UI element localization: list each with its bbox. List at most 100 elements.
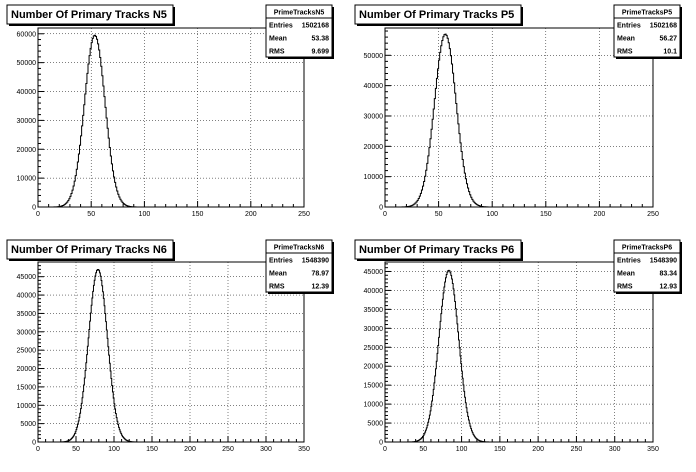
plot-frame	[384, 27, 654, 208]
stats-rms-value: 12.93	[659, 283, 677, 290]
title-box	[354, 4, 522, 25]
x-tick-label: 150	[540, 211, 552, 218]
x-tick-label: 50	[87, 211, 95, 218]
stats-mean-label: Mean	[269, 270, 287, 277]
stats-box	[265, 4, 333, 58]
y-tick-label: 10000	[364, 402, 384, 409]
x-tick-label: 0	[36, 211, 40, 218]
stats-name: PrimeTracksN6	[274, 244, 325, 251]
y-tick-label: 50000	[364, 53, 384, 60]
y-tick-label: 0	[32, 440, 36, 447]
x-tick-label: 50	[435, 211, 443, 218]
stats-entries-value: 1502168	[302, 22, 329, 29]
y-tick-label: 15000	[17, 384, 37, 391]
y-tick-label: 20000	[17, 147, 37, 154]
y-tick-label: 10000	[17, 176, 37, 183]
chart-title: Number Of Primary Tracks N5	[11, 9, 167, 21]
stats-mean-value: 53.38	[311, 35, 329, 42]
chart-title: Number Of Primary Tracks N6	[11, 244, 167, 256]
x-tick-label: 150	[494, 446, 506, 453]
x-tick-label: 350	[647, 446, 659, 453]
y-tick-label: 25000	[17, 348, 37, 355]
stats-name: PrimeTracksP5	[622, 9, 672, 16]
histogram-curve	[38, 268, 304, 443]
stats-entries-label: Entries	[617, 22, 641, 29]
title-box	[6, 239, 174, 260]
x-tick-label: 250	[222, 446, 234, 453]
y-tick-label: 40000	[364, 83, 384, 90]
x-tick-label: 350	[298, 446, 310, 453]
stats-rms-value: 9.699	[311, 48, 329, 55]
stats-entries-label: Entries	[617, 257, 641, 264]
x-tick-label: 200	[245, 211, 257, 218]
x-tick-label: 150	[146, 446, 158, 453]
x-tick-label: 250	[647, 211, 659, 218]
stats-rms-value: 10.1	[663, 48, 677, 55]
stats-entries-label: Entries	[269, 257, 293, 264]
y-tick-label: 5000	[20, 421, 36, 428]
chart-panel-3: 0 50 100 150 200 250 300 350 0 5000 10000 15000 2000…	[6, 239, 334, 453]
stats-box	[265, 239, 333, 293]
stats-entries-value: 1548390	[650, 257, 677, 264]
histogram-curve	[385, 33, 653, 208]
stats-entries-value: 1502168	[650, 22, 677, 29]
chart-panel-4: 0 50 100 150 200 250 300 350 0 5000 10000 15000 2000…	[354, 239, 682, 453]
stats-box	[613, 4, 681, 58]
x-tick-label: 200	[594, 211, 606, 218]
chart-panel-1: 0 50 100 150 200 250 0 10000 20000 30000 40000 5000…	[6, 4, 334, 218]
stats-rms-label: RMS	[269, 48, 285, 55]
y-tick-label: 0	[379, 440, 383, 447]
x-tick-label: 200	[184, 446, 196, 453]
stats-name: PrimeTracksP6	[622, 244, 672, 251]
y-tick-label: 40000	[17, 293, 37, 300]
y-tick-label: 45000	[364, 269, 384, 276]
y-tick-label: 45000	[17, 274, 37, 281]
y-tick-label: 10000	[364, 174, 384, 181]
stats-mean-value: 56.27	[659, 35, 677, 42]
y-tick-label: 30000	[364, 326, 384, 333]
x-tick-label: 50	[419, 446, 427, 453]
chart-panel-2: 0 50 100 150 200 250 0 10000 20000 30000 40000 5000…	[354, 4, 682, 218]
x-tick-label: 200	[532, 446, 544, 453]
y-tick-label: 40000	[17, 89, 37, 96]
y-tick-label: 60000	[17, 31, 37, 38]
plot-frame	[384, 261, 654, 443]
x-tick-label: 50	[72, 446, 80, 453]
y-tick-label: 0	[379, 205, 383, 212]
stats-box	[613, 239, 681, 293]
y-tick-label: 40000	[364, 288, 384, 295]
chart-title: Number Of Primary Tracks P6	[359, 244, 514, 256]
stats-entries-value: 1548390	[302, 257, 329, 264]
x-tick-label: 300	[260, 446, 272, 453]
y-tick-label: 30000	[17, 329, 37, 336]
x-tick-label: 0	[383, 211, 387, 218]
plot-frame	[37, 27, 305, 208]
stats-rms-label: RMS	[617, 48, 633, 55]
y-tick-label: 5000	[367, 421, 383, 428]
x-tick-label: 150	[192, 211, 204, 218]
x-tick-label: 0	[36, 446, 40, 453]
y-tick-label: 35000	[364, 307, 384, 314]
y-tick-label: 30000	[364, 113, 384, 120]
y-tick-label: 15000	[364, 383, 384, 390]
y-tick-label: 30000	[17, 118, 37, 125]
x-tick-label: 300	[609, 446, 621, 453]
x-tick-label: 250	[571, 446, 583, 453]
histogram-curve	[385, 269, 653, 443]
y-tick-label: 20000	[17, 366, 37, 373]
stats-rms-label: RMS	[617, 283, 633, 290]
y-tick-label: 10000	[17, 403, 37, 410]
x-tick-label: 0	[383, 446, 387, 453]
x-tick-label: 100	[108, 446, 120, 453]
title-box	[6, 4, 174, 25]
stats-mean-value: 83.34	[659, 270, 677, 277]
stats-mean-value: 78.97	[311, 270, 329, 277]
stats-name: PrimeTracksN5	[274, 9, 325, 16]
plot-frame	[37, 261, 305, 443]
x-tick-label: 250	[298, 211, 310, 218]
title-box	[354, 239, 522, 260]
y-tick-label: 20000	[364, 144, 384, 151]
y-tick-label: 35000	[17, 311, 37, 318]
stats-mean-label: Mean	[269, 35, 287, 42]
